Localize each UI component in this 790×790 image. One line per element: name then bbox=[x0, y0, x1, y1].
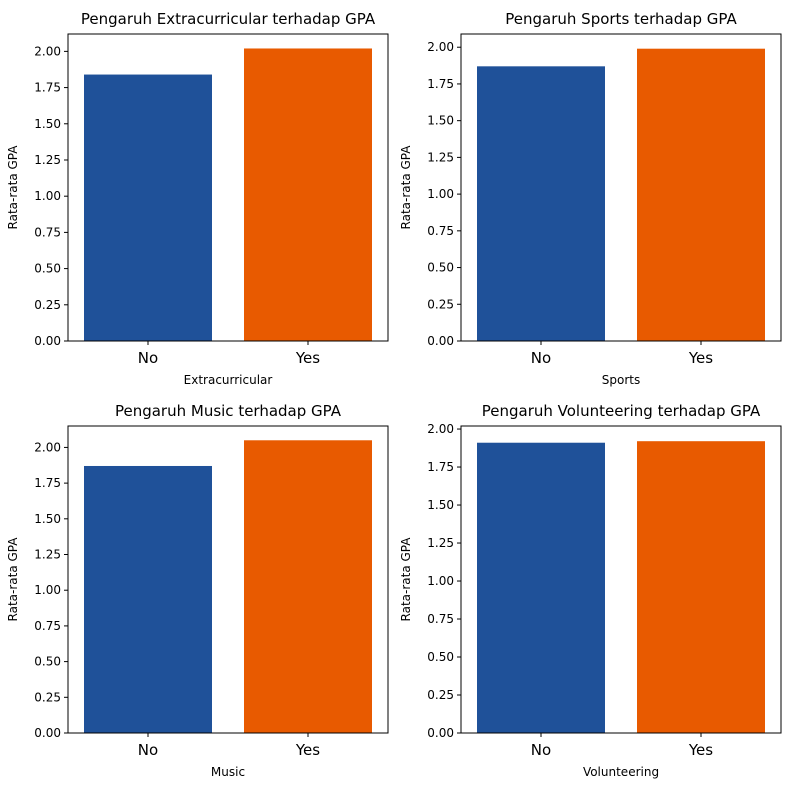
chart-panel-2: Pengaruh Sports terhadap GPA No Yes 0.00 0.2… bbox=[399, 10, 782, 387]
x-axis-label: Music bbox=[211, 765, 245, 779]
bar-yes bbox=[244, 48, 372, 341]
bar-no bbox=[477, 66, 605, 341]
y-tick-label: 1.50 bbox=[34, 117, 61, 131]
y-axis-label: Rata-rata GPA bbox=[399, 145, 413, 230]
y-tick-label: 0.25 bbox=[427, 297, 454, 311]
chart-title: Pengaruh Extracurricular terhadap GPA bbox=[81, 10, 376, 28]
x-tick-label: Yes bbox=[688, 349, 713, 367]
y-tick-label: 0.50 bbox=[427, 261, 454, 275]
axes-frame bbox=[67, 425, 389, 734]
y-tick-label: 1.50 bbox=[427, 498, 454, 512]
y-tick-label: 2.00 bbox=[427, 40, 454, 54]
y-tick-label: 0.25 bbox=[34, 298, 61, 312]
y-tick-label: 0.50 bbox=[427, 650, 454, 664]
y-tick-label: 1.75 bbox=[34, 476, 61, 490]
bar-no bbox=[477, 442, 605, 733]
y-tick-label: 0.00 bbox=[34, 334, 61, 348]
chart-title: Pengaruh Music terhadap GPA bbox=[115, 402, 342, 420]
y-tick-label: 2.00 bbox=[427, 422, 454, 436]
x-tick-label: No bbox=[531, 741, 551, 759]
y-tick-label: 0.00 bbox=[427, 334, 454, 348]
chart-panel-1: Pengaruh Extracurricular terhadap GPA No Y… bbox=[6, 10, 389, 387]
axes-frame bbox=[460, 425, 782, 734]
y-tick-label: 1.75 bbox=[34, 81, 61, 95]
x-axis-label: Extracurricular bbox=[184, 373, 273, 387]
y-tick-label: 0.50 bbox=[34, 655, 61, 669]
y-axis-label: Rata-rata GPA bbox=[6, 537, 20, 622]
axes-frame bbox=[67, 33, 389, 342]
bar-yes bbox=[637, 441, 765, 733]
bar-yes bbox=[637, 48, 765, 341]
x-tick-label: No bbox=[531, 349, 551, 367]
x-tick-label: No bbox=[138, 741, 158, 759]
x-tick-label: No bbox=[138, 349, 158, 367]
y-axis-label: Rata-rata GPA bbox=[399, 537, 413, 622]
y-tick-label: 1.00 bbox=[34, 583, 61, 597]
y-tick-label: 0.75 bbox=[34, 619, 61, 633]
x-axis-label: Volunteering bbox=[583, 765, 659, 779]
y-tick-label: 1.25 bbox=[34, 548, 61, 562]
bar-yes bbox=[244, 440, 372, 733]
y-tick-label: 1.75 bbox=[427, 460, 454, 474]
chart-title: Pengaruh Sports terhadap GPA bbox=[505, 10, 737, 28]
x-tick-label: Yes bbox=[295, 741, 320, 759]
y-tick-label: 1.75 bbox=[427, 77, 454, 91]
y-tick-label: 1.50 bbox=[427, 114, 454, 128]
y-tick-label: 1.00 bbox=[427, 187, 454, 201]
y-tick-label: 1.25 bbox=[427, 150, 454, 164]
y-tick-label: 0.00 bbox=[34, 726, 61, 740]
chart-panel-3: Pengaruh Music terhadap GPA No Yes 0.00 0.25… bbox=[6, 402, 389, 779]
y-tick-label: 1.00 bbox=[34, 189, 61, 203]
y-tick-label: 1.50 bbox=[34, 512, 61, 526]
y-tick-label: 0.50 bbox=[34, 262, 61, 276]
y-tick-label: 0.25 bbox=[34, 690, 61, 704]
y-tick-label: 0.75 bbox=[427, 612, 454, 626]
y-tick-label: 0.75 bbox=[427, 224, 454, 238]
x-tick-label: Yes bbox=[688, 741, 713, 759]
chart-title: Pengaruh Volunteering terhadap GPA bbox=[482, 402, 761, 420]
y-axis-label: Rata-rata GPA bbox=[6, 145, 20, 230]
chart-panel-4: Pengaruh Volunteering terhadap GPA No Yes 0… bbox=[399, 402, 782, 779]
x-axis-label: Sports bbox=[602, 373, 640, 387]
y-tick-label: 2.00 bbox=[34, 440, 61, 454]
bar-no bbox=[84, 465, 212, 733]
y-tick-label: 1.25 bbox=[34, 153, 61, 167]
y-tick-label: 0.75 bbox=[34, 225, 61, 239]
y-tick-label: 0.25 bbox=[427, 688, 454, 702]
y-tick-label: 1.25 bbox=[427, 536, 454, 550]
axes-frame bbox=[460, 33, 782, 342]
y-tick-label: 1.00 bbox=[427, 574, 454, 588]
y-tick-label: 2.00 bbox=[34, 44, 61, 58]
x-tick-label: Yes bbox=[295, 349, 320, 367]
y-tick-label: 0.00 bbox=[427, 726, 454, 740]
bar-no bbox=[84, 74, 212, 341]
